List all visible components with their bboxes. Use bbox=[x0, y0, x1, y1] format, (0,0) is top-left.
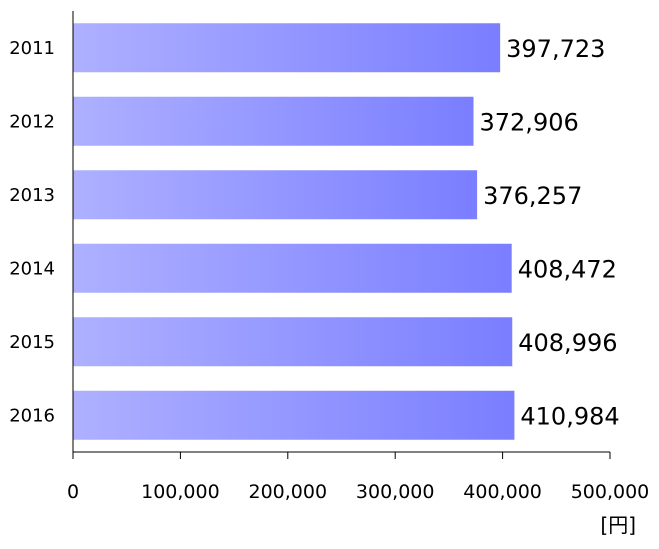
value-label-2013: 376,257 bbox=[483, 182, 582, 210]
x-tick-label-500,000: 500,000 bbox=[571, 481, 650, 503]
bars-layer bbox=[73, 23, 515, 440]
bar-2016 bbox=[73, 390, 515, 440]
value-label-2011: 397,723 bbox=[506, 35, 605, 63]
value-label-2016: 410,984 bbox=[520, 402, 619, 430]
category-label-2011: 2011 bbox=[9, 38, 55, 59]
category-label-2013: 2013 bbox=[9, 185, 55, 206]
category-label-2015: 2015 bbox=[9, 332, 55, 353]
bar-2011 bbox=[73, 23, 501, 73]
value-label-2012: 372,906 bbox=[480, 108, 579, 136]
bar-2015 bbox=[73, 317, 513, 367]
x-tick-label-200,000: 200,000 bbox=[249, 481, 328, 503]
bar-2012 bbox=[73, 96, 474, 146]
value-label-2015: 408,996 bbox=[518, 329, 617, 357]
bar-2013 bbox=[73, 170, 478, 220]
category-label-2012: 2012 bbox=[9, 111, 55, 132]
labels-layer: 2011 397,723 2012 372,906 2013 376,257 2014 408… bbox=[9, 35, 619, 431]
bar-2014 bbox=[73, 243, 512, 293]
x-tick-label-100,000: 100,000 bbox=[141, 481, 220, 503]
x-tick-label-0: 0 bbox=[67, 481, 79, 503]
value-label-2014: 408,472 bbox=[518, 255, 617, 283]
x-tick-label-300,000: 300,000 bbox=[356, 481, 435, 503]
x-tick-label-400,000: 400,000 bbox=[463, 481, 542, 503]
x-axis-unit-label: [円] bbox=[600, 513, 636, 537]
axes-layer: 0 100,000 200,000 300,000 400,000 500,000 bbox=[67, 11, 649, 503]
category-label-2014: 2014 bbox=[9, 258, 55, 279]
category-label-2016: 2016 bbox=[9, 405, 55, 426]
